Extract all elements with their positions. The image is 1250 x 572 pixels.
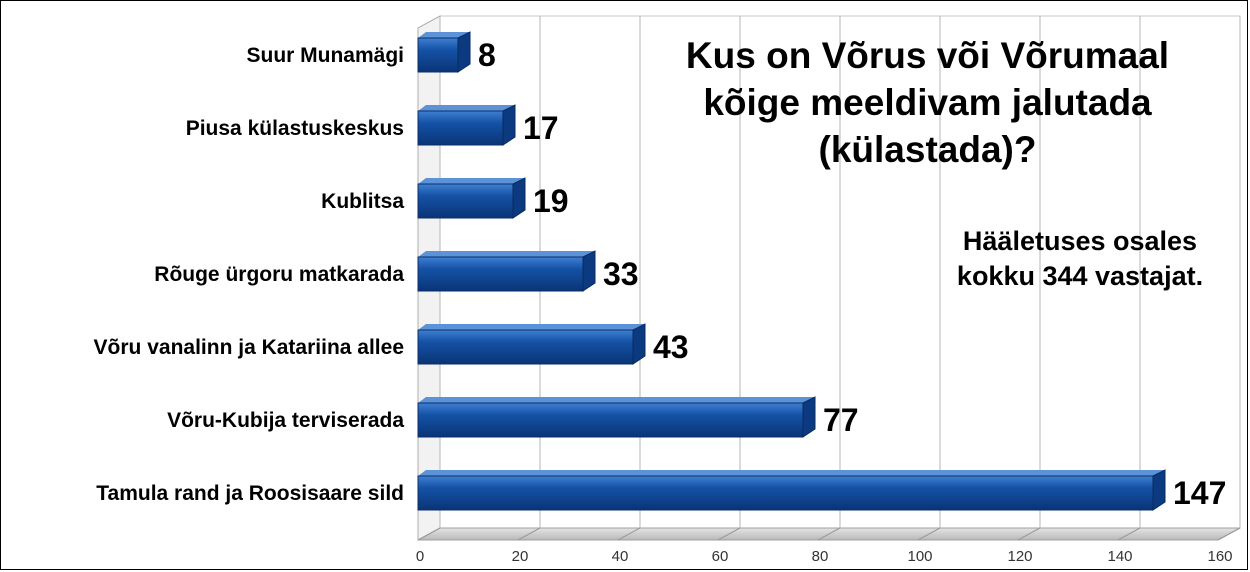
bar-end-cap bbox=[502, 104, 516, 146]
bar-top-face bbox=[418, 470, 1165, 476]
category-label: Rõuge ürgoru matkarada bbox=[154, 263, 404, 286]
bar bbox=[417, 469, 1166, 511]
x-tick-label: 0 bbox=[416, 548, 424, 565]
bar-top-face bbox=[418, 324, 645, 330]
bar-end-cap bbox=[457, 31, 471, 73]
category-label: Tamula rand ja Roosisaare sild bbox=[96, 482, 404, 505]
bar bbox=[417, 396, 816, 438]
value-label: 77 bbox=[823, 402, 859, 438]
gridline-floor bbox=[917, 527, 941, 541]
value-label: 19 bbox=[533, 183, 569, 219]
bar bbox=[417, 177, 526, 219]
bar-front-face bbox=[417, 256, 584, 292]
bar-end-cap bbox=[582, 250, 596, 292]
bar-end-cap bbox=[1152, 469, 1166, 511]
bar bbox=[417, 104, 516, 146]
bar-front-face bbox=[417, 37, 459, 73]
x-tick-label: 120 bbox=[1007, 548, 1032, 565]
category-label: Piusa külastuskeskus bbox=[186, 117, 404, 140]
gridline-floor bbox=[617, 527, 641, 541]
bar-end-cap bbox=[512, 177, 526, 219]
gridline-floor bbox=[1117, 527, 1141, 541]
value-label: 43 bbox=[653, 329, 689, 365]
value-label: 33 bbox=[603, 256, 639, 292]
bar-top-face bbox=[418, 105, 515, 111]
respondent-note-line: kokku 344 vastajat. bbox=[956, 261, 1204, 291]
x-tick-label: 80 bbox=[812, 548, 829, 565]
value-label: 147 bbox=[1173, 475, 1226, 511]
x-tick-label: 20 bbox=[512, 548, 529, 565]
gridline-floor bbox=[517, 527, 541, 541]
gridline-floor bbox=[417, 527, 441, 541]
chart-title-line: (külastada)? bbox=[818, 129, 1037, 170]
value-label: 8 bbox=[478, 37, 496, 73]
bars bbox=[417, 31, 1166, 511]
x-tick-label: 160 bbox=[1207, 548, 1232, 565]
bar-front-face bbox=[417, 329, 634, 365]
category-label: Võru vanalinn ja Katariina allee bbox=[94, 336, 404, 359]
chart-title-line: Kus on Võrus või Võrumaal bbox=[685, 35, 1170, 76]
bar bbox=[417, 250, 596, 292]
bar-top-face bbox=[418, 178, 525, 184]
x-tick-label: 100 bbox=[907, 548, 932, 565]
chart-title: Kus on Võrus või Võrumaal kõige meeldiva… bbox=[630, 32, 1225, 173]
gridline-floor bbox=[1017, 527, 1041, 541]
value-labels: 8 17 19 33 43 77 147 bbox=[478, 37, 1226, 511]
gridline-floor bbox=[817, 527, 841, 541]
respondent-note-line: Hääletuses osales bbox=[962, 226, 1198, 256]
category-label: Kublitsa bbox=[321, 190, 404, 213]
category-label: Suur Munamägi bbox=[246, 44, 404, 67]
bar-end-cap bbox=[802, 396, 816, 438]
category-label: Võru-Kubija terviserada bbox=[167, 409, 404, 432]
bar-top-face bbox=[418, 251, 595, 257]
gridline-floor bbox=[1217, 527, 1241, 541]
category-labels: Suur Munamägi Piusa külastuskeskus Kublits… bbox=[94, 44, 405, 505]
bar bbox=[417, 31, 471, 73]
x-tick-label: 60 bbox=[712, 548, 729, 565]
x-tick-label: 140 bbox=[1107, 548, 1132, 565]
gridline-floor bbox=[717, 527, 741, 541]
respondent-note: Hääletuses osales kokku 344 vastajat. bbox=[925, 224, 1235, 294]
value-label: 17 bbox=[523, 110, 559, 146]
bar-front-face bbox=[417, 110, 504, 146]
bar-top-face bbox=[418, 397, 815, 403]
bar-top-face bbox=[418, 32, 470, 38]
bar-front-face bbox=[417, 183, 514, 219]
x-tick-label: 40 bbox=[612, 548, 629, 565]
bar-front-face bbox=[417, 475, 1154, 511]
bar-front-face bbox=[417, 402, 804, 438]
bar bbox=[417, 323, 646, 365]
bar-end-cap bbox=[632, 323, 646, 365]
x-axis-ticks: 0 20 40 60 80 100 120 140 160 bbox=[416, 548, 1233, 565]
chart-title-line: kõige meeldivam jalutada bbox=[703, 82, 1152, 123]
